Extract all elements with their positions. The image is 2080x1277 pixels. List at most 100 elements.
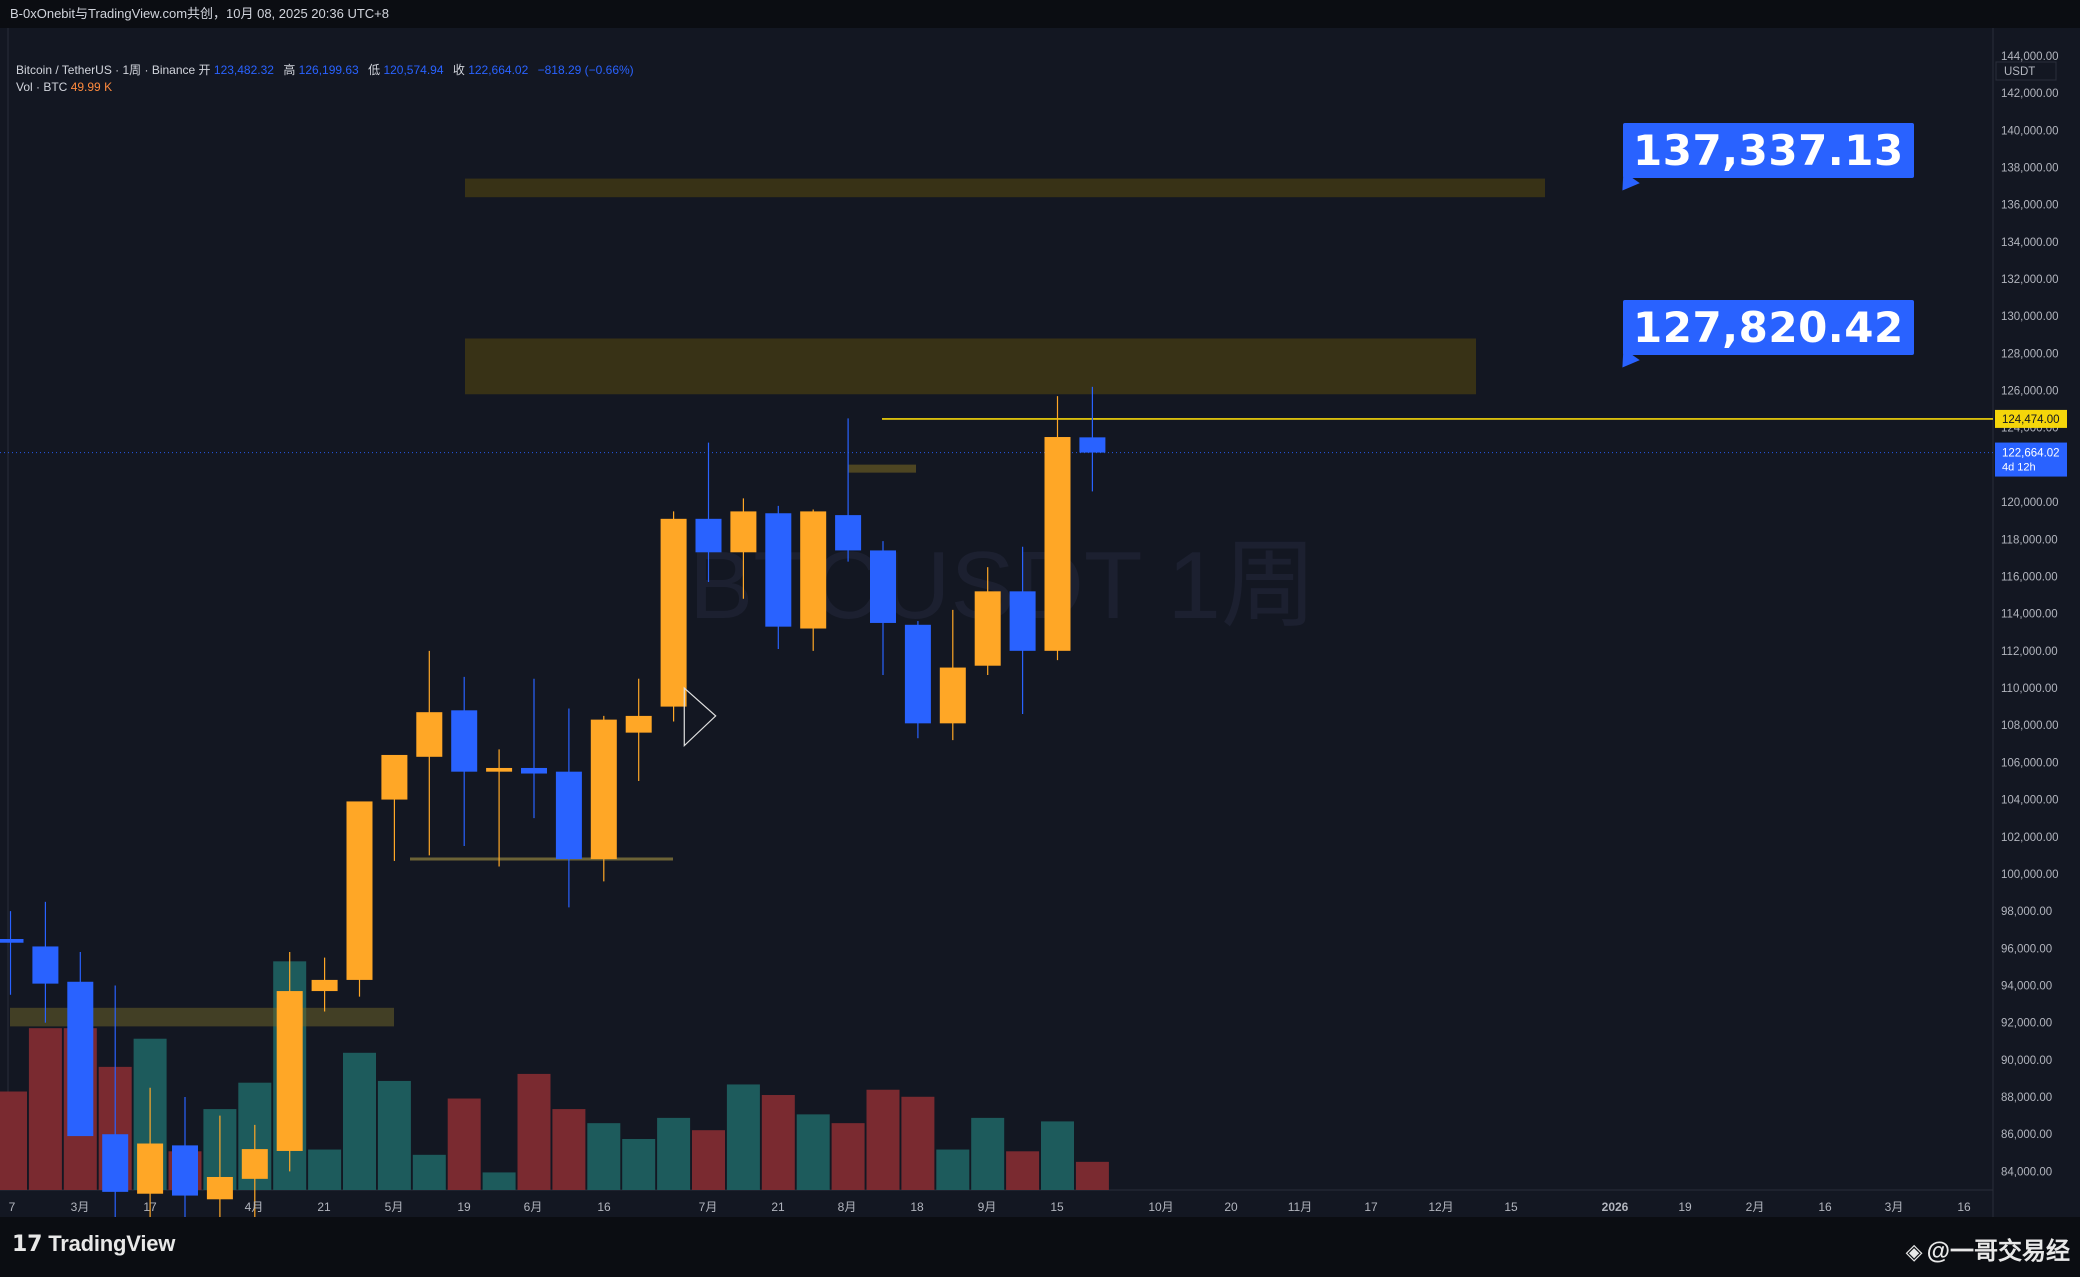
volume-bar xyxy=(726,1084,760,1190)
callout-lower-text: 127,820.42 xyxy=(1633,303,1904,352)
volume-bar xyxy=(761,1095,795,1190)
time-axis-label: 6月 xyxy=(524,1200,543,1214)
candle-body xyxy=(800,511,827,629)
candle-body xyxy=(904,624,931,724)
volume-bar xyxy=(971,1117,1005,1190)
candle-body xyxy=(276,991,303,1151)
candle-body xyxy=(137,1143,164,1194)
volume-bar xyxy=(1006,1151,1040,1190)
candle-body xyxy=(695,518,722,553)
volume-bar xyxy=(552,1109,586,1190)
time-axis-label: 12月 xyxy=(1428,1200,1453,1214)
price-axis-tick: 132,000.00 xyxy=(2001,274,2059,286)
candle-body xyxy=(32,946,59,984)
countdown-text: 4d 12h xyxy=(2002,462,2036,474)
time-axis-label: 3月 xyxy=(1885,1200,1904,1214)
time-axis-label: 17 xyxy=(1364,1200,1378,1214)
volume-bar xyxy=(482,1172,516,1190)
volume-bar xyxy=(377,1080,411,1190)
price-axis-tick: 100,000.00 xyxy=(2001,869,2059,881)
price-axis-tick: 92,000.00 xyxy=(2001,1018,2052,1030)
candle-body xyxy=(625,715,652,733)
time-axis-label: 5月 xyxy=(385,1200,404,1214)
author-credit-text: @一哥交易经 xyxy=(1926,1238,2070,1265)
candle-body xyxy=(765,513,792,627)
tradingview-brand-text: TradingView xyxy=(48,1231,176,1256)
last-price-tag xyxy=(1995,442,2067,477)
volume-bar xyxy=(936,1149,970,1190)
chart-legend: Bitcoin / TetherUS · 1周 · Binance 开 123,… xyxy=(16,62,634,96)
resistance-price-text: 124,474.00 xyxy=(2002,414,2060,426)
callout-lower: 127,820.42 xyxy=(1614,300,1914,374)
footer-bar: 𝟭𝟳 TradingView ◈ @一哥交易经 xyxy=(0,1217,2080,1277)
price-axis-tick: 110,000.00 xyxy=(2001,683,2058,695)
candle-body xyxy=(835,515,862,551)
volume-bar xyxy=(1075,1161,1109,1190)
candle-body xyxy=(521,767,547,774)
legend-change: −818.29 (−0.66%) xyxy=(537,63,634,77)
time-axis-label: 10月 xyxy=(1148,1200,1173,1214)
time-axis-label: 9月 xyxy=(978,1200,997,1214)
candle-body xyxy=(381,754,408,800)
candle-body xyxy=(939,667,966,724)
volume-bar xyxy=(901,1096,935,1190)
time-axis-label: 3月 xyxy=(71,1200,90,1214)
legend-low-label: 低 xyxy=(368,63,381,77)
volume-bar xyxy=(343,1052,376,1190)
volume-bar xyxy=(622,1138,656,1190)
price-axis-tick: 130,000.00 xyxy=(2001,311,2059,323)
symbol-watermark: BTCUSDT 1周 xyxy=(689,532,1317,639)
legend-open-value: 123,482.32 xyxy=(213,63,274,77)
currency-label: USDT xyxy=(2004,66,2035,78)
legend-row-ohlc: Bitcoin / TetherUS · 1周 · Binance 开 123,… xyxy=(16,62,634,79)
triangle-drawing xyxy=(683,686,717,748)
lower-zone xyxy=(465,338,1476,395)
volume-bar xyxy=(308,1149,342,1190)
time-axis-label: 21 xyxy=(317,1200,331,1214)
legend-close-value: 122,664.02 xyxy=(468,63,529,77)
time-axis-label: 15 xyxy=(1504,1200,1518,1214)
time-axis-label: 21 xyxy=(771,1200,785,1214)
legend-low-value: 120,574.94 xyxy=(383,63,444,77)
time-axis-label: 15 xyxy=(1050,1200,1064,1214)
candle-body xyxy=(451,710,478,772)
time-axis-label: 11月 xyxy=(1288,1200,1312,1214)
marker-aug-marker xyxy=(848,464,916,473)
volume-bar xyxy=(28,1028,62,1190)
time-axis-label: 17 xyxy=(143,1200,157,1214)
price-axis-tick: 94,000.00 xyxy=(2001,980,2052,992)
price-chart[interactable]: BTCUSDT 1周 84,000.00 86,000.00 88,000.00 90,… xyxy=(0,28,2080,1217)
diamond-logo-icon: ◈ xyxy=(1905,1239,1923,1264)
callout-upper-text: 137,337.13 xyxy=(1633,126,1904,175)
candle-body xyxy=(590,719,617,860)
candle-body xyxy=(206,1176,233,1200)
price-axis-tick: 106,000.00 xyxy=(2001,757,2059,769)
price-axis-tick: 138,000.00 xyxy=(2001,162,2059,174)
volume-bar xyxy=(447,1098,481,1190)
time-axis-label: 2月 xyxy=(1746,1200,1765,1214)
resistance-price-tag xyxy=(1995,409,2067,428)
volume-bar xyxy=(831,1123,865,1190)
candle-body xyxy=(346,801,373,980)
volume-bar xyxy=(0,1091,27,1190)
price-axis-tick: 98,000.00 xyxy=(2001,906,2052,918)
price-axis-tick: 136,000.00 xyxy=(2001,200,2059,212)
volume-bar xyxy=(412,1154,446,1190)
candle-body xyxy=(486,767,513,772)
legend-symbol: Bitcoin / TetherUS · 1周 · Binance xyxy=(16,63,196,77)
volume-bar xyxy=(517,1073,551,1190)
chart-area[interactable]: BTCUSDT 1周 84,000.00 86,000.00 88,000.00 90,… xyxy=(0,28,2080,1217)
candle-body xyxy=(974,591,1001,666)
tradingview-mark-icon: 𝟭𝟳 xyxy=(12,1231,43,1256)
price-axis-tick: 142,000.00 xyxy=(2001,88,2059,100)
price-axis-tick: 108,000.00 xyxy=(2001,720,2059,732)
price-axis-tick: 126,000.00 xyxy=(2001,386,2059,398)
price-axis-tick: 96,000.00 xyxy=(2001,943,2052,955)
price-axis-tick: 90,000.00 xyxy=(2001,1055,2052,1067)
candle-body xyxy=(660,518,687,707)
callout-upper: 137,337.13 xyxy=(1614,123,1914,197)
time-axis-label: 20 xyxy=(1224,1200,1238,1214)
tradingview-logo[interactable]: 𝟭𝟳 TradingView xyxy=(12,1231,175,1257)
candle-body xyxy=(311,979,338,992)
candle-body xyxy=(241,1149,268,1179)
